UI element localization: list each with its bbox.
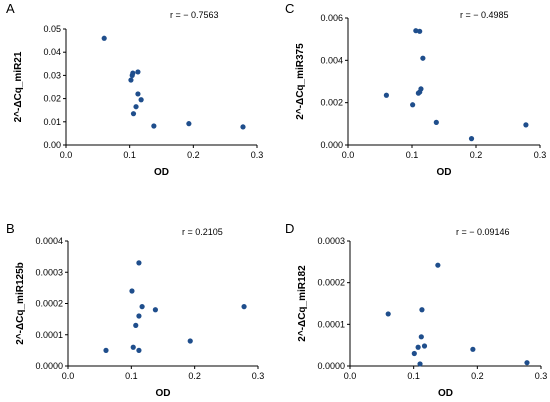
data-point	[383, 92, 389, 98]
y-tick-label: 0.0001	[35, 330, 63, 340]
data-point	[187, 338, 193, 344]
x-tick-label: 0.0	[62, 371, 75, 381]
data-point	[524, 360, 530, 366]
y-tick-label: 0.0003	[35, 267, 63, 277]
data-point	[415, 344, 421, 350]
panel-letter: C	[285, 1, 294, 16]
x-tick-label: 0.1	[406, 150, 419, 160]
data-point	[138, 97, 144, 103]
data-point	[139, 304, 145, 310]
correlation-annotation: r = − 0.4985	[460, 10, 509, 20]
y-axis-title: 2^-ΔCq_miR125b	[15, 262, 26, 345]
x-tick-label: 0.2	[471, 371, 484, 381]
y-tick-label: 0.000	[320, 140, 343, 150]
data-point	[130, 70, 136, 76]
data-point	[523, 122, 529, 128]
panel-letter: D	[285, 221, 294, 236]
x-tick-label: 0.2	[188, 371, 201, 381]
x-axis-title: OD	[437, 167, 452, 178]
data-point	[418, 86, 424, 92]
data-point	[417, 361, 423, 367]
data-point	[103, 347, 109, 353]
y-axis-title: 2^-ΔCq_miR21	[13, 51, 24, 122]
y-tick-label: 0.02	[43, 94, 61, 104]
x-tick-label: 0.2	[187, 150, 200, 160]
x-tick-label: 0.1	[407, 371, 420, 381]
x-tick-label: 0.2	[470, 150, 483, 160]
data-point	[470, 346, 476, 352]
correlation-annotation: r = − 0.7563	[170, 10, 219, 20]
x-tick-label: 0.3	[535, 371, 548, 381]
panel-letter: A	[6, 1, 15, 16]
data-point	[410, 102, 416, 108]
data-point	[420, 55, 426, 61]
data-point	[418, 334, 424, 340]
data-point	[241, 304, 247, 310]
correlation-annotation: r = 0.2105	[182, 227, 223, 237]
x-tick-label: 0.1	[123, 150, 136, 160]
y-tick-label: 0.004	[320, 55, 343, 65]
data-point	[186, 121, 192, 127]
y-tick-label: 0.006	[320, 13, 343, 23]
data-point	[130, 111, 137, 117]
y-tick-label: 0.04	[43, 47, 61, 57]
data-point	[129, 288, 135, 294]
data-point	[417, 28, 423, 34]
data-point	[435, 262, 441, 268]
x-axis-title: OD	[156, 388, 171, 399]
y-tick-label: 0.01	[43, 117, 61, 127]
data-point	[152, 307, 158, 313]
data-point	[133, 322, 139, 328]
data-point	[136, 260, 142, 266]
y-tick-label: 0.0002	[317, 278, 345, 288]
x-axis-title: OD	[438, 388, 453, 399]
data-point	[421, 343, 428, 349]
correlation-annotation: r = − 0.09146	[456, 227, 510, 237]
data-point	[101, 35, 107, 41]
panel-letter: B	[6, 221, 15, 236]
y-tick-label: 0.0001	[317, 319, 345, 329]
panel-b: 0.0000 0.0001 0.0002 0.0003 0.0004 0.0 0.1 0.2 0…	[6, 221, 264, 399]
data-point	[468, 136, 475, 142]
y-tick-label: 0.00	[43, 140, 61, 150]
x-tick-label: 0.3	[534, 150, 547, 160]
data-point	[135, 91, 141, 97]
x-tick-label: 0.0	[342, 150, 355, 160]
data-point	[419, 307, 425, 313]
x-tick-label: 0.0	[60, 150, 73, 160]
x-tick-label: 0.0	[344, 371, 357, 381]
panel-c: 0.000 0.002 0.004 0.006 0.0 0.1 0.2 0.3 OD 2^-ΔCq…	[285, 1, 546, 178]
x-tick-label: 0.1	[125, 371, 138, 381]
data-point	[385, 311, 391, 317]
data-point	[128, 77, 134, 83]
panel-d: 0.0000 0.0001 0.0002 0.0003 0.0 0.1 0.2 0.3 OD 2^…	[285, 221, 547, 399]
data-point	[133, 104, 139, 110]
y-tick-label: 0.0000	[317, 361, 345, 371]
panel-a: 0.00 0.01 0.02 0.03 0.04 0.05 0.0 0.1 0.2 0.3 OD 2^…	[6, 1, 263, 178]
data-point	[411, 350, 417, 357]
x-axis-title: OD	[154, 167, 169, 178]
y-tick-label: 0.03	[43, 70, 61, 80]
y-tick-label: 0.0000	[35, 361, 63, 371]
data-point	[240, 124, 246, 130]
data-point	[433, 119, 439, 125]
data-point	[415, 90, 421, 96]
y-axis-title: 2^-ΔCq_miR182	[297, 265, 308, 342]
x-tick-label: 0.3	[252, 371, 265, 381]
data-point	[413, 28, 419, 34]
data-point	[136, 313, 142, 319]
y-tick-label: 0.002	[320, 98, 343, 108]
y-axis-title: 2^-ΔCq_miR375	[295, 43, 306, 120]
y-tick-label: 0.05	[43, 24, 61, 34]
data-point	[135, 69, 141, 75]
y-tick-label: 0.0004	[35, 236, 63, 246]
y-tick-label: 0.0003	[317, 236, 345, 246]
data-point	[136, 347, 142, 353]
y-tick-label: 0.0002	[35, 299, 63, 309]
data-point	[130, 344, 136, 350]
data-point	[151, 123, 157, 129]
x-tick-label: 0.3	[251, 150, 264, 160]
